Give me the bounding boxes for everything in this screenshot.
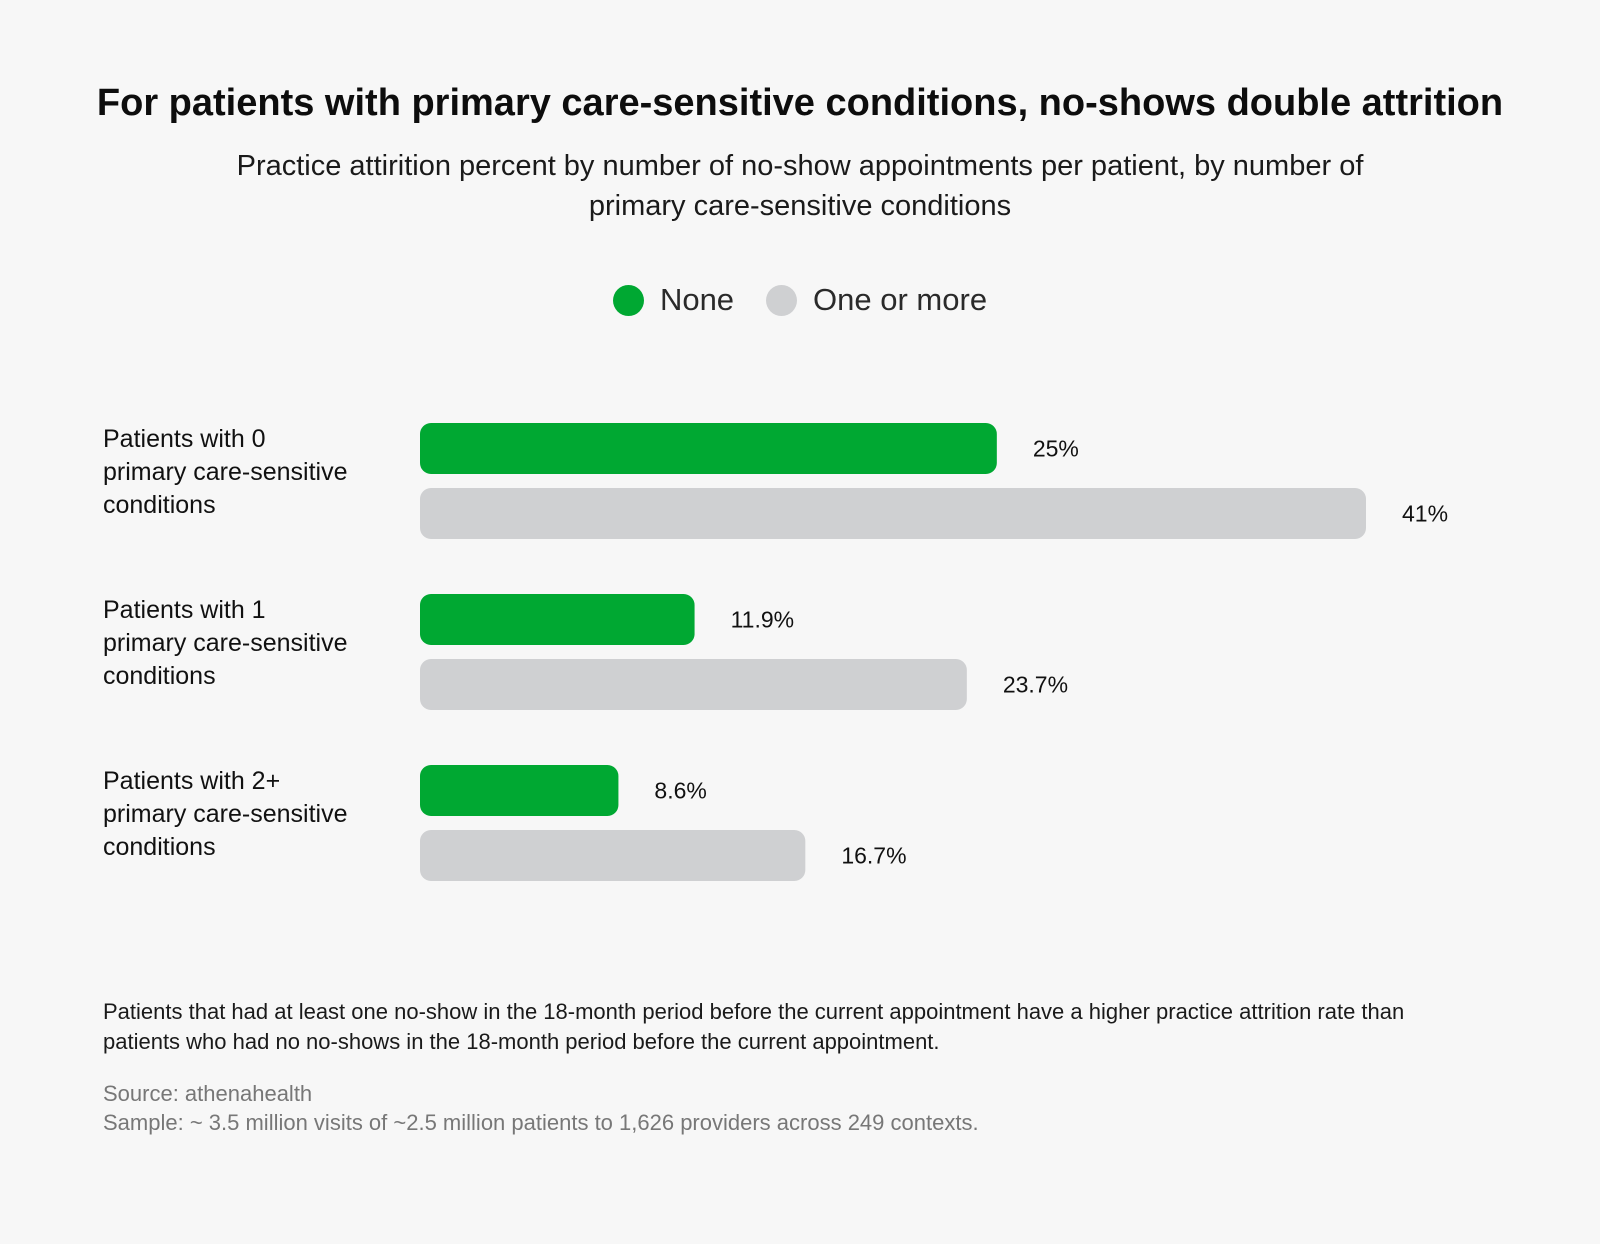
category-label-line: Patients with 2+ (103, 767, 280, 795)
data-label-one-or-more-1: 23.7% (1003, 672, 1068, 698)
legend-item-one-or-more: One or more (766, 282, 987, 318)
category-label: Patients with 0 primary care-sensitive con… (103, 425, 348, 519)
bar-none-0 (420, 423, 997, 474)
legend-label-none: None (659, 282, 735, 317)
bar-none-1 (420, 594, 695, 645)
legend: None One or more (0, 282, 1600, 318)
data-label-none-1: 11.9% (731, 607, 795, 633)
footnote: Patients that had at least one no-show i… (103, 999, 1405, 1054)
legend-item-none: None (612, 282, 735, 318)
data-label-one-or-more-0: 41% (1402, 501, 1448, 527)
category-label: Patients with 2+ primary care-sensitive co… (103, 767, 348, 861)
category-label-line: conditions (103, 833, 216, 861)
bar-one-or-more-1 (420, 659, 967, 710)
source-line: Source: athenahealth (103, 1081, 313, 1106)
category-label-line: primary care-sensitive (103, 800, 348, 828)
chart-title: For patients with primary care-sensitive… (96, 82, 1504, 124)
data-label-none-2: 8.6% (654, 778, 706, 804)
legend-swatch-none (612, 284, 644, 316)
category-label-line: conditions (103, 662, 216, 690)
category-label-line: primary care-sensitive (103, 629, 348, 657)
category-label: Patients with 1 primary care-sensitive con… (103, 596, 348, 690)
category-label-line: Patients with 0 (103, 425, 266, 453)
category-label-line: conditions (103, 491, 216, 519)
category-label-line: primary care-sensitive (103, 458, 348, 486)
bar-one-or-more-2 (420, 830, 806, 881)
legend-label-one-or-more: One or more (813, 282, 988, 317)
data-label-none-0: 25% (1033, 436, 1079, 462)
category-label-line: Patients with 1 (103, 596, 266, 624)
bar-one-or-more-0 (420, 488, 1366, 539)
data-label-one-or-more-2: 16.7% (841, 843, 906, 869)
bar-none-2 (420, 765, 619, 816)
source-notes: Source: athenahealth Sample: ~ 3.5 milli… (103, 1079, 1433, 1137)
legend-swatch-one-or-more (766, 284, 798, 316)
sample-line: Sample: ~ 3.5 million visits of ~2.5 mil… (103, 1110, 979, 1135)
chart-subtitle: Practice attirition percent by number of… (236, 150, 1364, 222)
